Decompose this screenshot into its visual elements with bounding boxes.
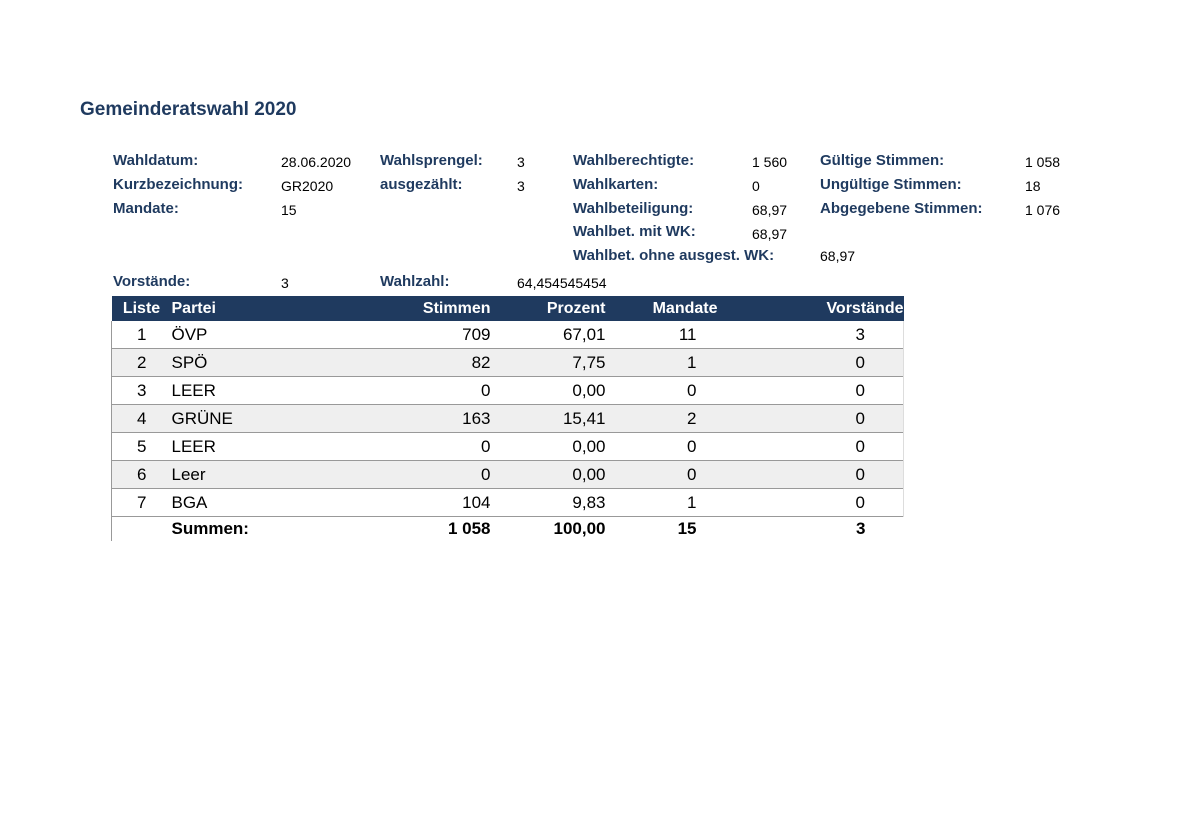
cell-partei: Leer	[171, 460, 282, 489]
results-table: Liste Partei Stimmen Prozent Mandate Vor…	[111, 296, 904, 541]
cell-liste: 3	[111, 376, 172, 405]
header-prozent: Prozent	[490, 296, 606, 321]
cell-prozent: 0,00	[572, 436, 606, 456]
cell-mandate: 0	[605, 460, 723, 489]
page-title: Gemeinderatswahl 2020	[80, 99, 297, 120]
summen-stimmen: 1 058	[447, 519, 491, 538]
table-row: 3 LEER 0 0,00 0 0	[111, 376, 904, 405]
cell-prozent: 0,00	[572, 380, 606, 400]
cell-liste: 1	[111, 321, 172, 349]
gueltige-stimmen-label: Gültige Stimmen:	[820, 152, 945, 169]
vorstaende-label: Vorstände:	[113, 273, 191, 290]
table-row: 2 SPÖ 82 7,75 1 0	[111, 348, 904, 377]
table-row: 6 Leer 0 0,00 0 0	[111, 460, 904, 489]
wahlkarten-value: 0	[752, 178, 760, 194]
wahlbet-mit-wk-value: 68,97	[752, 226, 788, 242]
wahlsprengel-label: Wahlsprengel:	[380, 152, 483, 169]
cell-liste: 2	[111, 348, 172, 377]
cell-vorstaende: 0	[722, 404, 904, 433]
cell-partei: BGA	[171, 492, 208, 512]
mandate-label: Mandate:	[113, 200, 179, 217]
cell-partei: SPÖ	[171, 348, 282, 377]
wahldatum-value: 28.06.2020	[281, 154, 352, 170]
cell-mandate: 0	[687, 436, 697, 456]
cell-vorstaende: 0	[722, 376, 904, 405]
wahlbet-ohne-wk-label: Wahlbet. ohne ausgest. WK:	[573, 247, 775, 264]
cell-stimmen: 82	[281, 348, 491, 377]
summen-vorstaende: 3	[856, 519, 866, 538]
wahlzahl-value: 64,454545454	[517, 275, 607, 291]
gueltige-stimmen-value: 1 058	[1025, 154, 1061, 170]
ungueltige-stimmen-label: Ungültige Stimmen:	[820, 176, 962, 193]
ausgezaehlt-label: ausgezählt:	[380, 176, 463, 193]
vorstaende-value: 3	[281, 275, 289, 291]
summen-prozent: 100,00	[553, 519, 606, 538]
header-liste: Liste	[111, 296, 172, 321]
abgegebene-stimmen-label: Abgegebene Stimmen:	[820, 200, 983, 217]
summen-row: Summen: 1 058 100,00 15 3	[111, 516, 904, 541]
cell-mandate: 1	[687, 492, 697, 512]
wahlbet-mit-wk-label: Wahlbet. mit WK:	[573, 223, 696, 240]
cell-partei: GRÜNE	[171, 404, 282, 433]
wahlkarten-label: Wahlkarten:	[573, 176, 659, 193]
mandate-value: 15	[281, 202, 297, 218]
wahlzahl-label: Wahlzahl:	[380, 273, 450, 290]
ungueltige-stimmen-value: 18	[1025, 178, 1041, 194]
summen-liste	[111, 516, 172, 541]
ausgezaehlt-value: 3	[517, 178, 525, 194]
cell-stimmen: 104	[462, 492, 491, 512]
abgegebene-stimmen-value: 1 076	[1025, 202, 1061, 218]
header-partei: Partei	[171, 296, 282, 321]
wahlberechtigte-value: 1 560	[752, 154, 788, 170]
kurzbezeichnung-label: Kurzbezeichnung:	[113, 176, 243, 193]
cell-liste: 5	[111, 432, 172, 461]
table-row: 5 LEER 0 0,00 0 0	[111, 432, 904, 461]
cell-prozent: 15,41	[490, 404, 606, 433]
cell-mandate: 2	[605, 404, 723, 433]
cell-prozent: 9,83	[572, 492, 606, 512]
cell-stimmen: 0	[481, 380, 491, 400]
cell-partei: ÖVP	[171, 324, 208, 344]
cell-stimmen: 0	[281, 460, 491, 489]
kurzbezeichnung-value: GR2020	[281, 178, 334, 194]
table-row: 7 BGA 104 9,83 1 0	[111, 488, 904, 517]
cell-vorstaende: 0	[722, 488, 904, 517]
wahlbeteiligung-label: Wahlbeteiligung:	[573, 200, 694, 217]
cell-vorstaende: 0	[722, 432, 904, 461]
cell-liste: 4	[111, 404, 172, 433]
cell-vorstaende: 3	[722, 321, 904, 349]
cell-prozent: 67,01	[562, 324, 606, 344]
summen-label: Summen:	[171, 519, 249, 538]
cell-stimmen: 709	[462, 324, 491, 344]
cell-prozent: 7,75	[490, 348, 606, 377]
cell-liste: 6	[111, 460, 172, 489]
wahlberechtigte-label: Wahlberechtigte:	[573, 152, 695, 169]
cell-stimmen: 163	[281, 404, 491, 433]
cell-partei: LEER	[171, 380, 216, 400]
table-row: 4 GRÜNE 163 15,41 2 0	[111, 404, 904, 433]
cell-partei: LEER	[171, 436, 216, 456]
header-stimmen: Stimmen	[281, 296, 491, 321]
wahlsprengel-value: 3	[517, 154, 525, 170]
header-vorstaende: Vorstände	[722, 296, 904, 321]
cell-mandate: 1	[605, 348, 723, 377]
summen-mandate: 15	[677, 519, 697, 538]
header-mandate: Mandate	[605, 296, 723, 321]
cell-prozent: 0,00	[490, 460, 606, 489]
cell-vorstaende: 0	[722, 460, 904, 489]
table-row: 1 ÖVP 709 67,01 11 3	[111, 321, 904, 349]
cell-vorstaende: 0	[722, 348, 904, 377]
wahlbet-ohne-wk-value: 68,97	[820, 248, 856, 264]
cell-mandate: 11	[678, 324, 697, 344]
wahlbeteiligung-value: 68,97	[752, 202, 788, 218]
table-header-row: Liste Partei Stimmen Prozent Mandate Vor…	[111, 296, 904, 321]
cell-liste: 7	[111, 488, 172, 517]
cell-mandate: 0	[687, 380, 697, 400]
cell-stimmen: 0	[481, 436, 491, 456]
wahldatum-label: Wahldatum:	[113, 152, 199, 169]
